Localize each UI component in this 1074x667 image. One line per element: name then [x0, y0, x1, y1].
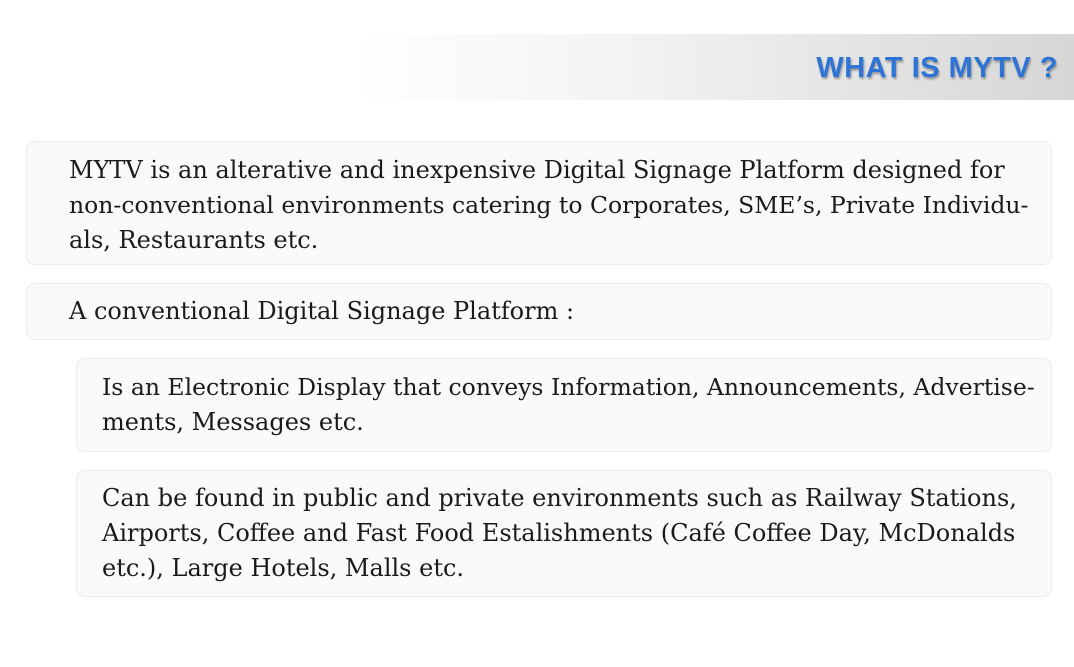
text-line: MYTV is an alterative and inexpensive Di…	[69, 156, 1005, 184]
text-line: Airports, Coffee and Fast Food Estalishm…	[102, 519, 1016, 547]
text-line: ments, Messages etc.	[102, 408, 364, 436]
sub-point-box: Can be found in public and private envir…	[76, 470, 1052, 597]
text-line: A conventional Digital Signage Platform …	[69, 297, 575, 325]
text-line: als, Restaurants etc.	[69, 226, 319, 254]
text-line: Is an Electronic Display that conveys In…	[102, 373, 1035, 401]
text-line: non-conventional environments catering t…	[69, 191, 1029, 219]
intro-text-box: MYTV is an alterative and inexpensive Di…	[26, 141, 1052, 265]
text-line: etc.), Large Hotels, Malls etc.	[102, 554, 465, 582]
sub-point-box: Is an Electronic Display that conveys In…	[76, 358, 1052, 452]
slide-title: WHAT IS MYTV ?	[816, 52, 1058, 84]
conventional-heading-box: A conventional Digital Signage Platform …	[26, 283, 1052, 340]
text-line: Can be found in public and private envir…	[102, 484, 1017, 512]
title-banner	[0, 34, 1074, 100]
